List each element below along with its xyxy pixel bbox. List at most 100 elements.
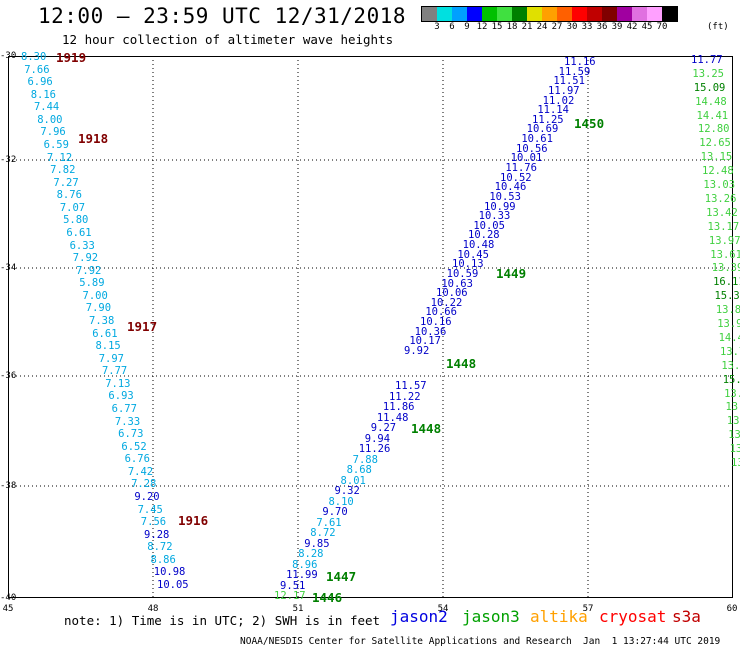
wave-height-value: 13.8 <box>728 429 740 442</box>
wave-height-value: 8.28 <box>298 548 324 560</box>
wave-height-value: 11.77 <box>691 54 723 66</box>
wave-height-value: 13.1 <box>731 457 740 469</box>
color-scale-unit: (ft) <box>707 22 729 32</box>
wave-height-value: 11.99 <box>286 569 318 581</box>
wave-height-value: 9.20 <box>134 491 160 503</box>
legend-cryosat: cryosat <box>599 607 667 626</box>
wave-height-value: 11.59 <box>558 65 591 78</box>
wave-height-value: 7.90 <box>85 302 112 315</box>
wave-height-value: 7.88 <box>352 453 378 466</box>
wave-height-value: 7.27 <box>53 176 79 189</box>
wave-height-value: 8.15 <box>95 340 121 353</box>
color-swatch <box>662 7 677 21</box>
color-swatch <box>617 7 632 21</box>
time-label: 1918 <box>78 131 109 146</box>
y-tick-label: -32 <box>0 155 17 165</box>
color-swatch <box>467 7 482 21</box>
color-scale-label: 39 <box>611 22 623 32</box>
wave-height-value: 11.22 <box>388 390 421 403</box>
wave-height-value: 7.07 <box>59 201 86 214</box>
wave-height-value: 7.77 <box>101 365 128 378</box>
wave-height-value: 11.97 <box>548 84 580 97</box>
wave-height-value: 13.7 <box>719 345 740 358</box>
color-scale-label: 18 <box>506 22 518 32</box>
wave-height-value: 8.72 <box>310 527 336 539</box>
wave-height-value: 13.8 <box>715 304 740 317</box>
wave-height-value: 13.2 <box>729 443 740 456</box>
color-swatch <box>437 7 452 21</box>
color-scale-label: 9 <box>464 22 470 32</box>
footer-timestamp: Jan 1 13:27:44 UTC 2019 <box>583 636 721 647</box>
wave-height-value: 12.17 <box>274 590 306 602</box>
wave-height-value: 11.25 <box>532 113 564 126</box>
color-swatch <box>557 7 572 21</box>
color-scale-label: 42 <box>626 22 638 32</box>
color-scale-label: 21 <box>521 22 533 32</box>
wave-height-value: 14.48 <box>695 95 727 108</box>
wave-height-value: 11.86 <box>382 401 415 413</box>
color-scale-label: 12 <box>476 22 488 32</box>
wave-height-value: 11.76 <box>505 161 537 174</box>
wave-height-value: 7.92 <box>76 264 102 277</box>
wave-height-value: 13.42 <box>706 206 738 219</box>
wave-height-value: 11.51 <box>553 75 585 88</box>
wave-height-value: 14.4 <box>718 331 740 344</box>
wave-height-value: 9.85 <box>304 537 330 550</box>
wave-height-value: 12.65 <box>699 137 731 150</box>
wave-height-value: 7.13 <box>105 377 131 390</box>
color-swatch <box>602 7 617 21</box>
color-scale-label: 6 <box>449 22 455 32</box>
color-swatch <box>647 7 662 21</box>
wave-height-value: 9.32 <box>334 485 360 497</box>
wave-height-value: 15.34 <box>714 290 740 303</box>
color-scale-label: 15 <box>491 22 503 32</box>
y-tick-label: -30 <box>0 51 17 61</box>
wave-height-value: 6.61 <box>92 327 118 340</box>
color-swatch <box>422 7 437 21</box>
wave-height-value: 10.56 <box>516 142 548 155</box>
wave-height-value: 12.48 <box>702 165 734 178</box>
time-label: 1448 <box>411 421 442 436</box>
wave-height-value: 10.05 <box>473 219 505 232</box>
wave-height-value: 7.66 <box>24 63 50 76</box>
wave-height-value: 9.70 <box>322 506 348 518</box>
wave-height-value: 14.41 <box>696 109 729 122</box>
wave-height-value: 12.80 <box>697 123 730 136</box>
wave-height-value: 10.53 <box>489 190 521 203</box>
wave-height-value: 7.61 <box>316 516 342 529</box>
wave-height-value: 13.03 <box>703 179 736 192</box>
wave-height-value: 8.68 <box>346 464 372 476</box>
wave-height-value: 10.48 <box>462 239 495 252</box>
time-label: 1448 <box>446 356 477 371</box>
wave-height-value: 15.3 <box>722 373 740 386</box>
color-scale-label: 27 <box>551 22 563 32</box>
wave-height-value: 6.61 <box>66 227 92 239</box>
wave-height-value: 10.61 <box>521 133 553 146</box>
wave-height-value: 13.61 <box>710 248 740 261</box>
wave-height-value: 13.15 <box>700 151 733 164</box>
wave-height-value: 10.33 <box>478 210 511 223</box>
wave-height-value: 8.30 <box>21 51 47 63</box>
color-swatch <box>527 7 542 21</box>
color-scale-label: 36 <box>596 22 608 32</box>
wave-height-value: 9.92 <box>404 345 430 357</box>
wave-height-value: 10.45 <box>457 248 489 261</box>
legend-jason2: jason2 <box>390 607 448 626</box>
wave-height-value: 11.14 <box>537 104 569 117</box>
page-subtitle: 12 hour collection of altimeter wave hei… <box>62 32 394 47</box>
wave-height-value: 7.44 <box>33 101 60 114</box>
y-tick-label: -38 <box>0 481 17 491</box>
wave-height-value: 10.52 <box>500 171 532 184</box>
wave-height-value: 6.93 <box>108 390 134 403</box>
wave-height-value: 7.38 <box>89 315 115 327</box>
time-label: 1450 <box>574 116 605 131</box>
color-swatch <box>452 7 467 21</box>
y-tick-label: -34 <box>0 263 17 273</box>
wave-height-value: 13.39 <box>711 262 740 275</box>
color-swatch <box>512 7 527 21</box>
legend-jason3: jason3 <box>462 607 520 626</box>
time-label: 1916 <box>178 513 209 528</box>
wave-height-value: 13.2 <box>721 359 740 372</box>
